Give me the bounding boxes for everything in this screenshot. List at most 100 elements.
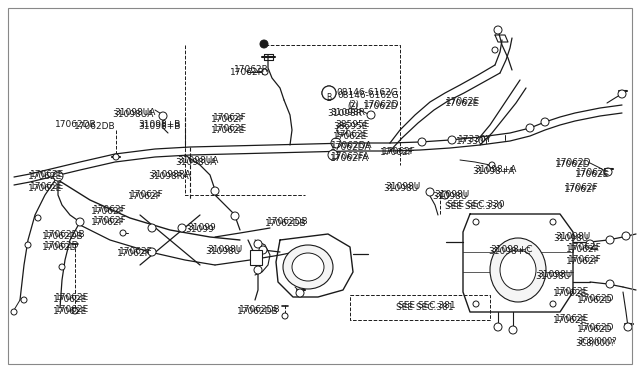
Circle shape [473,219,479,225]
Text: 31098+A: 31098+A [474,165,516,174]
Text: 17062F: 17062F [566,245,600,254]
Text: 17062F: 17062F [91,207,125,216]
Text: B: B [326,93,332,103]
Text: 17062E: 17062E [335,130,369,139]
Text: SEE SEC.330: SEE SEC.330 [445,202,502,211]
Circle shape [254,240,262,248]
Text: 17062E: 17062E [555,314,589,323]
Circle shape [337,125,347,135]
Circle shape [148,224,156,232]
Text: 31098U: 31098U [553,234,588,243]
Text: 17062E: 17062E [53,295,87,304]
Text: 17062F: 17062F [380,148,413,157]
Circle shape [159,112,167,120]
Text: 17330Y: 17330Y [456,137,490,146]
Text: 31098R: 31098R [327,109,362,118]
Text: 17062DB: 17062DB [44,230,86,239]
Circle shape [259,246,267,254]
Text: (2): (2) [347,102,358,111]
Text: 17062F: 17062F [93,205,127,214]
Circle shape [489,162,495,168]
Text: 17062D: 17062D [577,296,612,305]
Text: 31098+B: 31098+B [138,122,180,131]
Circle shape [25,242,31,248]
Text: 17062D: 17062D [363,102,399,111]
Circle shape [494,26,502,34]
Text: 31098UA: 31098UA [175,158,216,167]
Text: 31098+A: 31098+A [472,167,515,176]
Text: 17062F: 17062F [382,147,416,156]
Text: 31098U: 31098U [383,184,419,193]
Circle shape [526,124,534,132]
Circle shape [72,308,78,314]
Text: 17062R: 17062R [230,68,265,77]
Circle shape [21,297,27,303]
Text: 17062E: 17062E [553,289,588,298]
Circle shape [441,191,449,199]
Text: 17062DA: 17062DA [330,143,371,152]
Text: 38595E: 38595E [333,122,367,131]
Text: 17062D: 17062D [579,323,614,332]
Circle shape [59,264,65,270]
Circle shape [622,232,630,240]
Text: 31098UA: 31098UA [177,156,218,165]
Circle shape [550,301,556,307]
Circle shape [231,212,239,220]
Text: 17062E: 17062E [575,170,609,179]
Ellipse shape [283,245,333,289]
Circle shape [494,323,502,331]
Circle shape [624,323,632,331]
Text: 38595E: 38595E [335,120,369,129]
Text: 17062DB: 17062DB [239,305,280,314]
Text: 17062E: 17062E [553,316,588,325]
Circle shape [211,187,219,195]
Text: 31098+B: 31098+B [138,120,180,129]
Text: 17062E: 17062E [555,287,589,296]
Text: 17062E: 17062E [28,184,62,193]
Ellipse shape [500,250,536,290]
Text: 17062FA: 17062FA [331,152,370,161]
Circle shape [148,248,156,256]
Text: 17062DB: 17062DB [55,120,97,129]
Circle shape [113,154,119,160]
Text: 17062F: 17062F [568,255,602,264]
Circle shape [322,86,336,100]
Text: 17062D: 17062D [42,243,77,252]
Text: 31098U: 31098U [555,232,590,241]
Ellipse shape [292,253,324,281]
Text: 17062F: 17062F [93,216,127,225]
Text: 31098U: 31098U [205,247,240,256]
Text: 17062F: 17062F [213,113,247,122]
Text: 3C8/000?: 3C8/000? [575,338,615,347]
Circle shape [178,224,186,232]
Text: 31098RA: 31098RA [150,170,191,179]
Circle shape [322,86,336,100]
Text: B: B [326,93,332,102]
Text: 17062DA: 17062DA [331,141,372,150]
Circle shape [492,47,498,53]
Text: 17062E: 17062E [445,99,479,108]
Text: 17062E: 17062E [333,132,367,141]
Text: 17062DB: 17062DB [42,232,84,241]
Circle shape [367,111,375,119]
Text: 17062D: 17062D [44,241,79,250]
Text: 17062D: 17062D [555,160,591,169]
Text: 31098RA: 31098RA [148,172,189,181]
Circle shape [76,218,84,226]
Text: SEE SEC.330: SEE SEC.330 [447,200,504,209]
Text: 17062D: 17062D [579,294,614,303]
Circle shape [550,219,556,225]
Text: 17062D: 17062D [556,158,591,167]
Text: 08146-6162G: 08146-6162G [337,91,399,100]
Text: 17062F: 17062F [566,257,600,266]
Text: 17062R: 17062R [234,65,269,74]
Text: 31099: 31099 [187,223,216,232]
Bar [250,250,262,265]
Text: 31098UA: 31098UA [112,110,154,119]
Text: 17062D: 17062D [577,325,612,334]
Text: 17062E: 17062E [211,126,245,135]
Circle shape [418,138,426,146]
Text: 17062DB: 17062DB [237,307,278,316]
Circle shape [604,168,612,176]
Text: 17062F: 17062F [211,115,244,124]
